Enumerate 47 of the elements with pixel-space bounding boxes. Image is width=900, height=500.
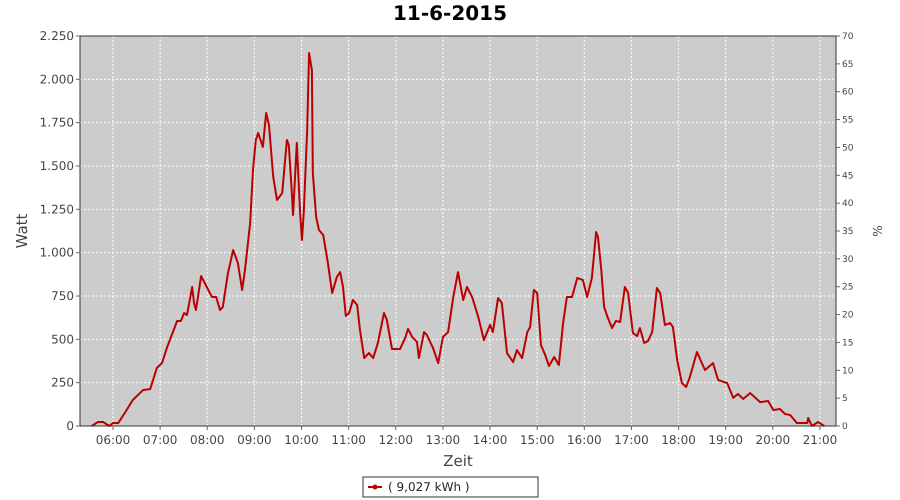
chart-title: 11-6-2015 (392, 1, 508, 25)
x-tick-label: 21:00 (802, 433, 838, 447)
x-tick-label: 12:00 (378, 433, 414, 447)
x-axis-title: Zeit (443, 452, 473, 470)
y2-tick-label: 20 (842, 310, 854, 321)
x-tick-label: 09:00 (237, 433, 272, 447)
y2-tick-label: 10 (842, 366, 854, 376)
x-tick-label: 13:00 (426, 433, 460, 447)
y-axis-title: Watt (13, 213, 31, 248)
y-tick-label: 250 (51, 376, 74, 390)
y-tick-label: 2.000 (40, 72, 74, 86)
x-tick-label: 15:00 (520, 433, 554, 447)
y2-tick-label: 0 (842, 422, 848, 432)
y2-tick-label: 15 (842, 338, 854, 348)
y2-tick-label: 30 (842, 254, 854, 265)
y2-tick-label: 5 (842, 394, 848, 404)
legend-label: ( 9,027 kWh ) (388, 480, 470, 494)
x-tick-label: 11:00 (331, 433, 366, 447)
y2-axis-title: % (870, 225, 884, 237)
x-tick-label: 17:00 (614, 433, 649, 447)
x-tick-label: 06:00 (96, 433, 130, 447)
y2-tick-label: 55 (842, 116, 854, 126)
y2-tick-label: 50 (842, 143, 854, 154)
y-tick-label: 1.500 (40, 159, 74, 173)
y2-tick-label: 45 (842, 171, 854, 182)
y-tick-label: 0 (66, 419, 74, 433)
y2-tick-label: 60 (842, 88, 854, 98)
y2-tick-label: 35 (842, 227, 854, 237)
x-tick-label: 18:00 (661, 433, 696, 447)
x-tick-label: 10:00 (284, 433, 319, 447)
y2-tick-label: 70 (842, 32, 854, 42)
y-tick-label: 1.750 (40, 116, 74, 130)
y2-tick-label: 65 (842, 60, 854, 70)
x-tick-label: 20:00 (756, 433, 790, 447)
y-tick-label: 1.250 (40, 202, 74, 216)
y2-tick-label: 25 (842, 282, 854, 293)
line-series (90, 52, 826, 427)
y2-tick-label: 40 (842, 199, 854, 210)
y-tick-label: 2.250 (40, 29, 74, 43)
x-tick-label: 16:00 (567, 433, 602, 447)
y-tick-label: 750 (51, 289, 74, 303)
x-tick-label: 08:00 (190, 433, 225, 447)
y-tick-label: 1.000 (40, 246, 74, 260)
x-tick-label: 14:00 (472, 433, 508, 447)
x-tick-label: 07:00 (142, 433, 178, 447)
x-tick-label: 19:00 (708, 433, 744, 447)
y-tick-label: 500 (51, 332, 74, 346)
